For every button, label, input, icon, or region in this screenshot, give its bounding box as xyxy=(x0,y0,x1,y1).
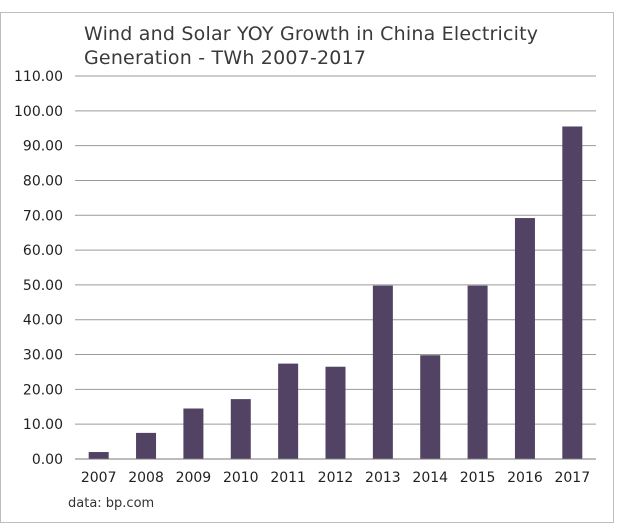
y-tick-label: 90.00 xyxy=(23,139,63,155)
bar-2009 xyxy=(183,408,204,459)
chart-title-line-1: Wind and Solar YOY Growth in China Elect… xyxy=(84,23,539,45)
y-tick-label: 100.00 xyxy=(14,104,63,120)
x-tick-label-2013: 2013 xyxy=(365,470,401,486)
y-tick-label: 20.00 xyxy=(23,382,63,398)
bar-2016 xyxy=(514,218,535,459)
y-tick-label: 110.00 xyxy=(14,69,63,85)
bar-2012 xyxy=(325,366,346,459)
bar-2014 xyxy=(420,355,441,459)
x-tick-label-2016: 2016 xyxy=(507,470,543,486)
x-tick-label-2017: 2017 xyxy=(554,470,590,486)
x-tick-label-2009: 2009 xyxy=(176,470,212,486)
x-tick-label-2008: 2008 xyxy=(128,470,164,486)
bar-2011 xyxy=(278,363,299,459)
x-tick-label-2011: 2011 xyxy=(270,470,306,486)
bar-2013 xyxy=(372,285,393,459)
x-tick-label-2014: 2014 xyxy=(412,470,448,486)
y-tick-label: 0.00 xyxy=(32,452,63,468)
bar-2008 xyxy=(136,432,157,459)
y-tick-label: 40.00 xyxy=(23,313,63,329)
source-note: data: bp.com xyxy=(68,496,155,511)
y-tick-label: 10.00 xyxy=(23,417,63,433)
bars xyxy=(88,126,583,460)
x-tick-label-2007: 2007 xyxy=(81,470,117,486)
y-tick-label: 50.00 xyxy=(23,278,63,294)
y-tick-label: 30.00 xyxy=(23,348,63,364)
chart-title: Wind and Solar YOY Growth in China Elect… xyxy=(84,22,584,70)
y-axis-tick-labels: 0.00 10.00 20.00 30.00 40.00 50.00 60.00 70.00 8… xyxy=(14,69,63,468)
x-tick-label-2010: 2010 xyxy=(223,470,259,486)
bar-2010 xyxy=(230,399,251,459)
y-tick-label: 60.00 xyxy=(23,243,63,259)
bar-2007 xyxy=(88,452,109,459)
y-tick-label: 70.00 xyxy=(23,208,63,224)
y-tick-label: 80.00 xyxy=(23,173,63,189)
chart-title-line-2: Generation - TWh 2007-2017 xyxy=(84,47,367,69)
x-tick-label-2012: 2012 xyxy=(318,470,354,486)
bar-2015 xyxy=(467,285,488,459)
x-axis-tick-labels: 2007 2008 2009 2010 2011 2012 2013 2014 2015 2016… xyxy=(81,470,590,486)
x-tick-label-2015: 2015 xyxy=(460,470,496,486)
bar-2017 xyxy=(562,126,583,460)
chart-border xyxy=(0,12,614,523)
